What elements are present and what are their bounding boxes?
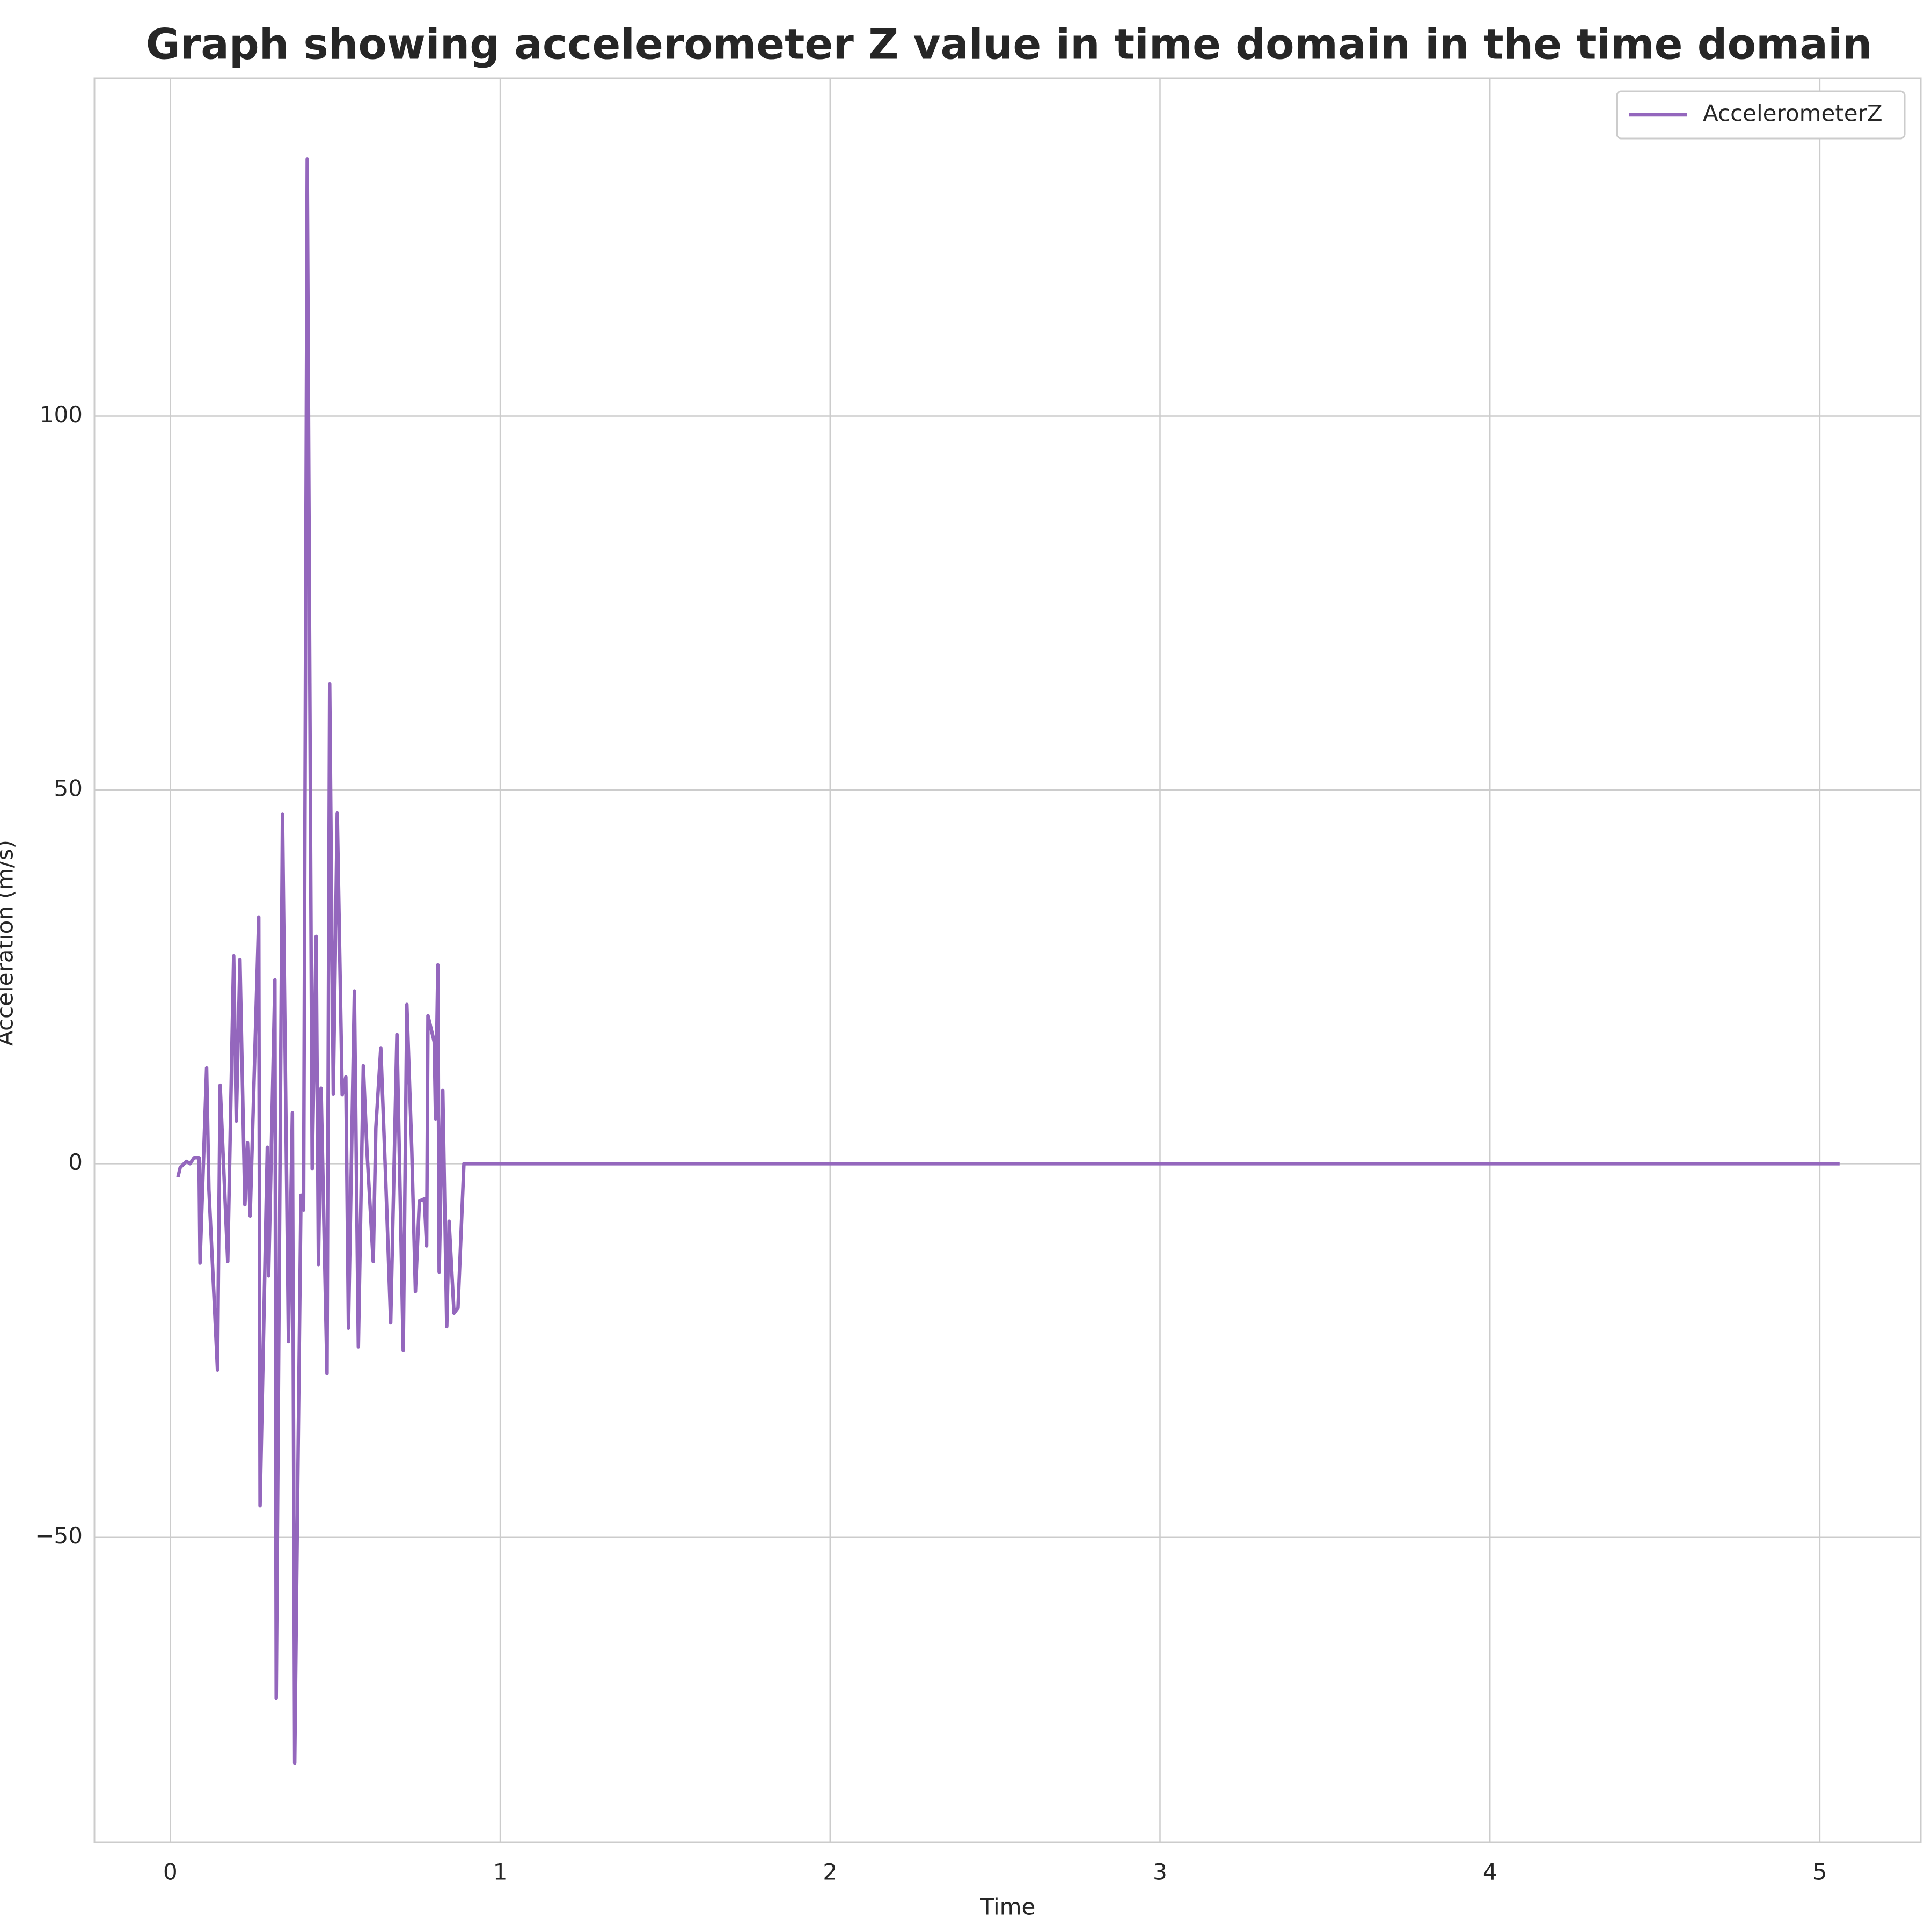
- legend-box: [1616, 90, 1906, 140]
- chart-title: Graph showing accelerometer Z value in t…: [146, 20, 1872, 69]
- y-tick-label: 50: [54, 775, 83, 801]
- data-line: [176, 157, 1840, 1765]
- plot-frame: [93, 77, 1922, 1843]
- legend-label: AccelerometerZ: [1703, 100, 1883, 127]
- y-tick-label: 0: [68, 1149, 83, 1175]
- x-tick-label: 3: [1153, 1859, 1167, 1885]
- x-tick-label: 2: [823, 1859, 837, 1885]
- y-tick-label: −50: [35, 1523, 83, 1549]
- x-axis-label: Time: [980, 1894, 1036, 1920]
- x-tick-label: 0: [163, 1859, 178, 1885]
- y-axis-label: Acceleration (m/s): [0, 840, 18, 1046]
- y-tick-label: 100: [40, 401, 83, 428]
- x-tick-label: 1: [493, 1859, 508, 1885]
- x-tick-label: 5: [1813, 1859, 1827, 1885]
- x-tick-label: 4: [1483, 1859, 1497, 1885]
